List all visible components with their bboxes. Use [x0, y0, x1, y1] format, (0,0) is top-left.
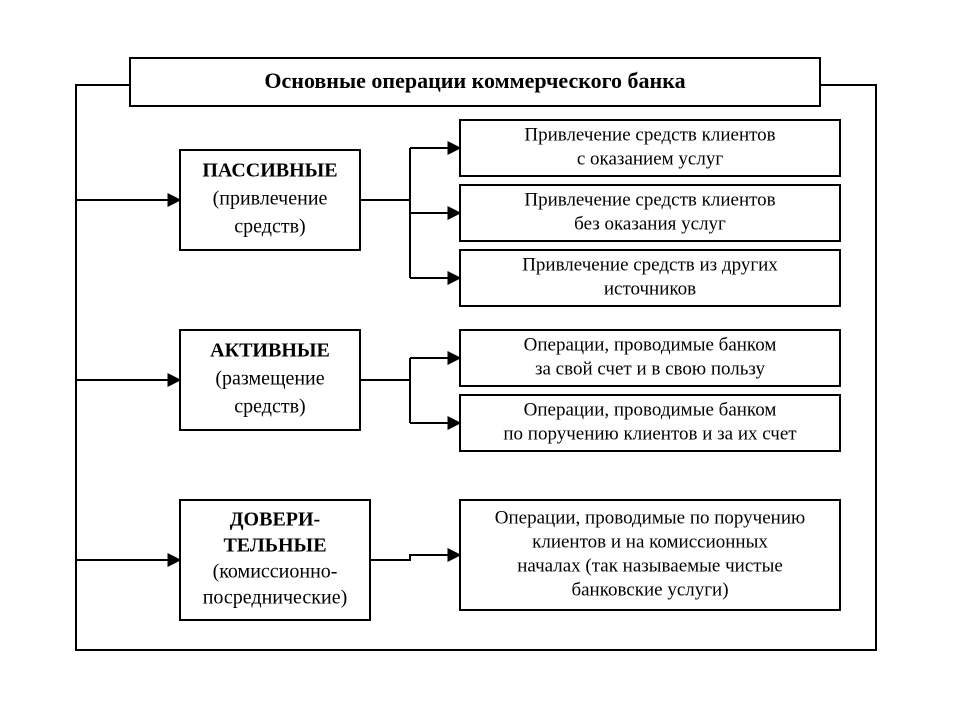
desc-text-d1-line: с оказанием услуг [577, 148, 723, 169]
category-label-active-line: (размещение [215, 368, 324, 390]
category-label-active-line: АКТИВНЫЕ [210, 340, 330, 362]
desc-text-d3-line: источников [604, 278, 696, 299]
category-label-passive-line: ПАССИВНЫЕ [202, 160, 337, 182]
category-label-passive-line: (привлечение [213, 188, 328, 210]
desc-text-d6-line: Операции, проводимые по поручению [495, 507, 805, 528]
desc-text-d6-line: банковские услуги) [571, 579, 728, 600]
category-label-trust-line: ТЕЛЬНЫЕ [223, 535, 326, 557]
title-text: Основные операции коммерческого банка [264, 68, 685, 93]
desc-text-d2-line: без оказания услуг [574, 213, 726, 234]
desc-text-d1-line: Привлечение средств клиентов [524, 124, 775, 145]
desc-text-d3-line: Привлечение средств из других [522, 254, 778, 275]
desc-text-d6-line: клиентов и на комиссионных [532, 531, 768, 552]
branch-trust-d6 [370, 555, 460, 560]
category-label-trust-line: посреднические) [203, 587, 348, 609]
desc-text-d2-line: Привлечение средств клиентов [524, 189, 775, 210]
desc-text-d4-line: за свой счет и в свою пользу [535, 358, 766, 379]
desc-text-d5-line: Операции, проводимые банком [524, 399, 777, 420]
desc-text-d4-line: Операции, проводимые банком [524, 334, 777, 355]
desc-text-d5-line: по поручению клиентов и за их счет [503, 423, 797, 444]
category-label-passive-line: средств) [234, 216, 305, 238]
bank-operations-diagram: Основные операции коммерческого банка ПАС… [0, 0, 960, 720]
desc-text-d6-line: началах (так называемые чистые [517, 555, 783, 576]
category-label-trust-line: (комиссионно- [213, 561, 338, 583]
category-label-active-line: средств) [234, 396, 305, 418]
category-label-trust-line: ДОВЕРИ- [230, 509, 320, 531]
